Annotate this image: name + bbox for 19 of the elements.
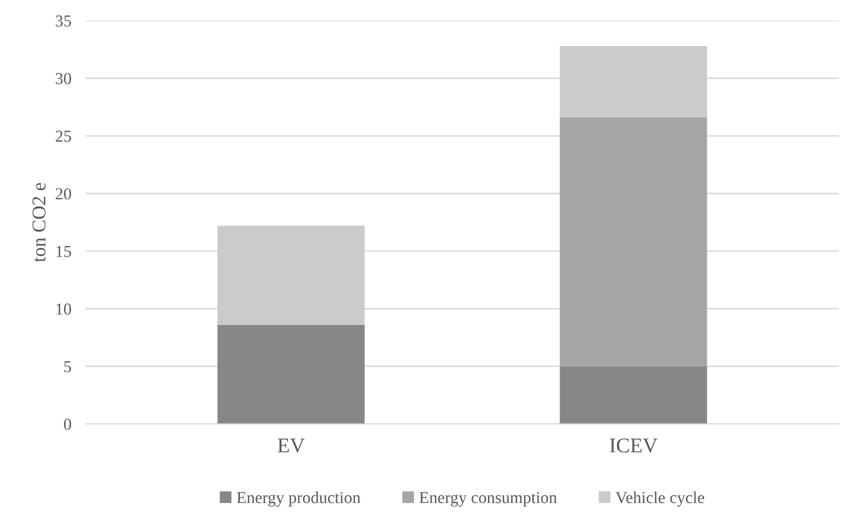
y-axis-title: ton CO2 e bbox=[32, 183, 46, 262]
x-tick-label: EV bbox=[278, 438, 305, 453]
y-tick-label: 30 bbox=[56, 72, 72, 84]
y-tick-label: 0 bbox=[64, 418, 72, 430]
bar bbox=[217, 324, 365, 424]
x-tick-label: ICEV bbox=[610, 438, 658, 453]
legend-label: Vehicle cycle bbox=[616, 491, 704, 507]
y-tick-label: 5 bbox=[64, 361, 72, 372]
bar bbox=[560, 366, 708, 424]
y-tick-label: 15 bbox=[56, 246, 72, 258]
legend-label: Energy production bbox=[236, 491, 360, 507]
y-tick-label: 25 bbox=[56, 130, 72, 142]
legend-label: Energy consumption bbox=[419, 492, 557, 507]
y-tick-label: 20 bbox=[56, 188, 72, 200]
bar bbox=[560, 46, 708, 118]
y-tick-label: 10 bbox=[56, 303, 72, 315]
bar bbox=[217, 226, 365, 325]
y-tick-label: 35 bbox=[56, 15, 72, 27]
bar bbox=[560, 117, 708, 366]
